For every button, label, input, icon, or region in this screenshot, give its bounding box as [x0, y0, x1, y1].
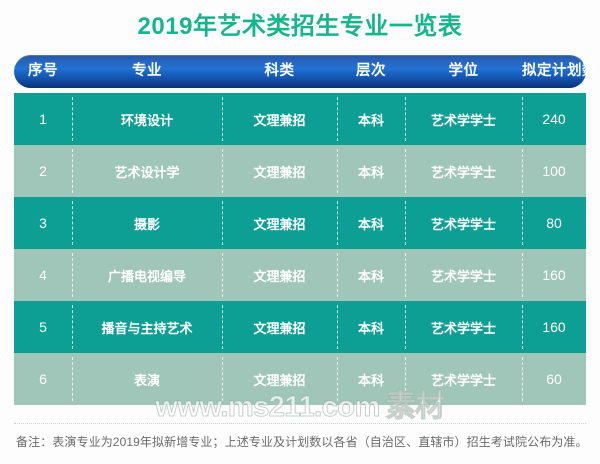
column-header-level: 层次: [356, 63, 386, 79]
cell-level: 本科: [357, 268, 384, 284]
cell-plan: 60: [546, 371, 562, 387]
cell-subject: 文理兼招: [253, 268, 306, 284]
cell-degree: 艺术学学士: [430, 164, 496, 180]
cell-seq: 6: [39, 371, 47, 387]
cell-plan: 240: [542, 111, 566, 127]
table-header-bar: [14, 55, 586, 88]
column-header-major: 专业: [132, 63, 162, 79]
table-body: 1 环境设计 文理兼招 本科 艺术学学士 240 2 艺术设计学 文理兼招 本科…: [14, 93, 586, 405]
cell-subject: 文理兼招: [253, 112, 306, 128]
footer-divider: [14, 423, 586, 424]
cell-level: 本科: [357, 112, 384, 128]
cell-major: 环境设计: [120, 112, 173, 128]
cell-subject: 文理兼招: [253, 164, 306, 180]
cell-major: 表演: [133, 372, 160, 388]
cell-seq: 4: [39, 267, 47, 283]
cell-degree: 艺术学学士: [430, 372, 496, 388]
cell-plan: 100: [542, 163, 566, 179]
cell-level: 本科: [357, 372, 384, 388]
column-header-subject: 科类: [264, 63, 295, 79]
cell-plan: 160: [542, 267, 566, 283]
table-row: 3 摄影 文理兼招 本科 艺术学学士 80: [14, 197, 586, 249]
cell-degree: 艺术学学士: [430, 320, 496, 336]
column-header-seq: 序号: [28, 63, 58, 79]
cell-degree: 艺术学学士: [430, 268, 496, 284]
cell-degree: 艺术学学士: [430, 216, 496, 232]
table-header-row: 序号 专业 科类 层次 学位 拟定计划数: [14, 55, 597, 88]
cell-plan: 160: [542, 319, 566, 335]
cell-level: 本科: [357, 320, 384, 336]
page-title: 2019年艺术类招生专业一览表: [137, 13, 463, 40]
cell-level: 本科: [357, 216, 384, 232]
table-row: 2 艺术设计学 文理兼招 本科 艺术学学士 100: [14, 145, 586, 197]
cell-plan: 80: [546, 215, 562, 231]
cell-subject: 文理兼招: [253, 216, 306, 232]
cell-seq: 5: [39, 319, 47, 335]
cell-major: 播音与主持艺术: [101, 320, 193, 336]
cell-major: 广播电视编导: [107, 268, 186, 284]
cell-level: 本科: [357, 164, 384, 180]
cell-seq: 2: [39, 163, 47, 179]
cell-subject: 文理兼招: [253, 372, 306, 388]
footer-note: 备注：表演专业为2019年拟新增专业；上述专业及计划数以各省（自治区、直辖市）招…: [16, 435, 588, 449]
column-header-degree: 学位: [448, 63, 479, 79]
column-header-plan: 拟定计划数: [522, 63, 597, 79]
cell-major: 摄影: [133, 216, 160, 232]
table-row: 6 表演 文理兼招 本科 艺术学学士 60: [14, 353, 586, 405]
cell-degree: 艺术学学士: [430, 112, 496, 128]
cell-major: 艺术设计学: [114, 164, 180, 180]
cell-seq: 3: [39, 215, 47, 231]
cell-subject: 文理兼招: [253, 320, 306, 336]
cell-seq: 1: [39, 111, 47, 127]
table-row: 5 播音与主持艺术 文理兼招 本科 艺术学学士 160: [14, 301, 586, 353]
table-row: 4 广播电视编导 文理兼招 本科 艺术学学士 160: [14, 249, 586, 301]
table-row: 1 环境设计 文理兼招 本科 艺术学学士 240: [14, 93, 586, 145]
